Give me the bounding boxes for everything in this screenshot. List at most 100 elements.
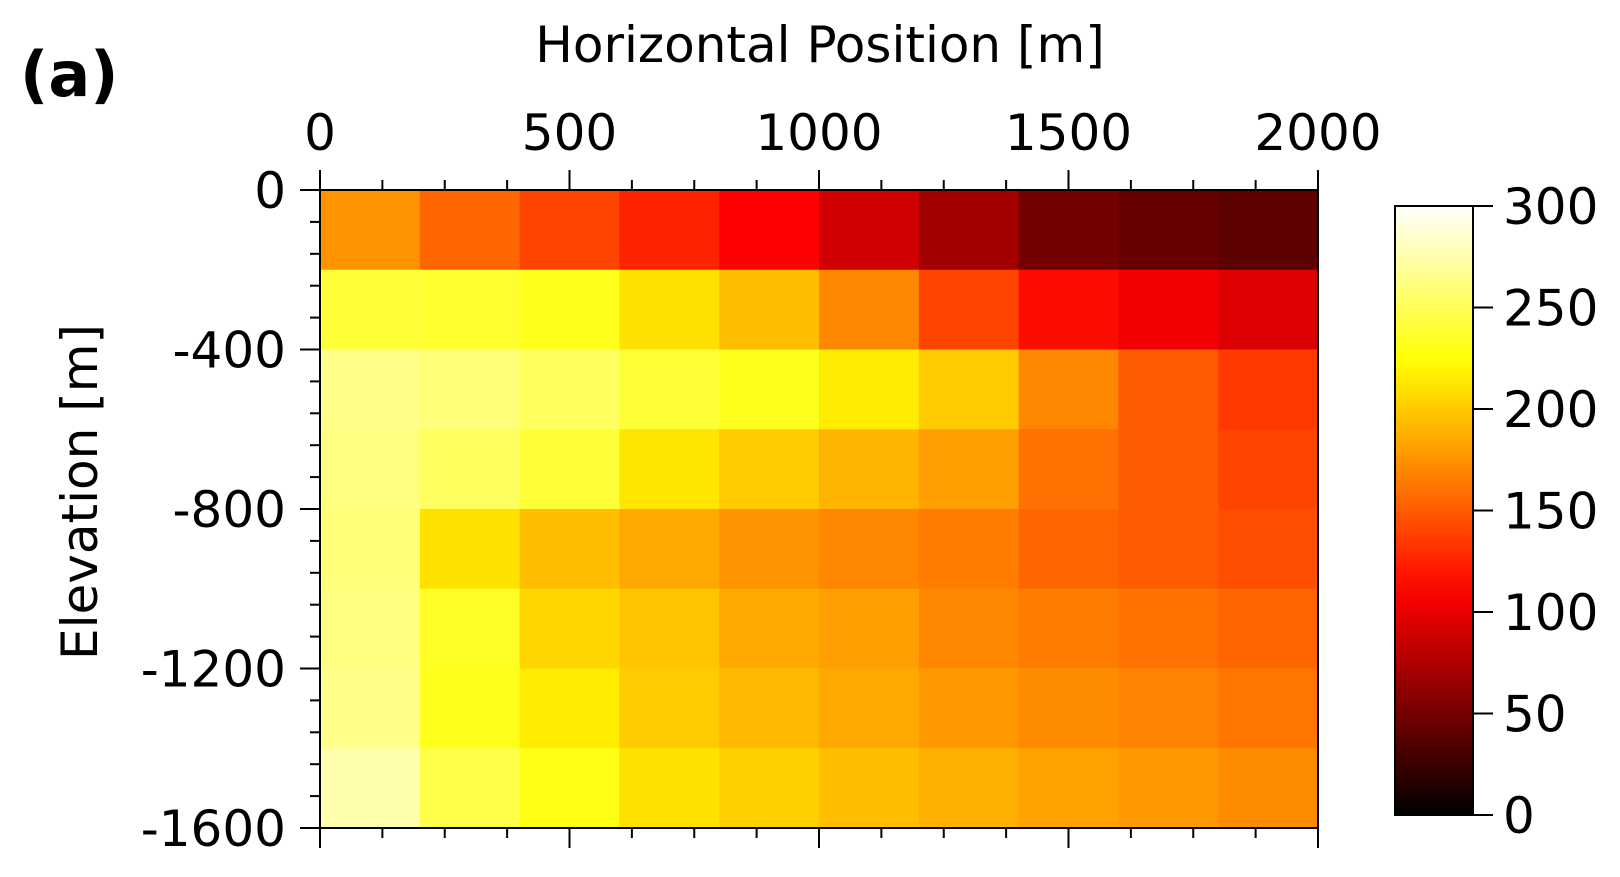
heatmap-cell [819, 269, 920, 351]
heatmap-cell [619, 190, 720, 271]
heatmap-cell [519, 588, 620, 670]
colorbar: 0 50 100 150 200 250 300 [1394, 178, 1598, 845]
heatmap-cell [1018, 190, 1119, 271]
heatmap-cell [1218, 269, 1319, 351]
heatmap-cell [1118, 349, 1219, 430]
heatmap-cell [619, 349, 720, 430]
heatmap-cell [419, 349, 521, 430]
colorbar-tick-label: 50 [1503, 686, 1567, 744]
heatmap-cell [320, 429, 421, 510]
heatmap-cell [320, 668, 421, 749]
heatmap-cell [519, 509, 620, 590]
plot-axes: 0 500 1000 1500 2000 0 -400 -800 -1200 -1600 [141, 104, 1382, 858]
heatmap-cell [719, 269, 820, 351]
heatmap-cell [320, 588, 421, 670]
y-tick-label: -800 [173, 481, 286, 539]
colorbar-tick-label: 0 [1503, 787, 1535, 845]
heatmap-cell [619, 748, 720, 829]
heatmap-cell [719, 190, 820, 271]
heatmap-cell [519, 190, 620, 271]
heatmap-cell [719, 509, 820, 590]
heatmap-cell [419, 668, 521, 749]
heatmap-cell [320, 269, 421, 351]
heatmap-cell [1218, 748, 1319, 829]
heatmap-cell [320, 190, 421, 271]
heatmap-cell [819, 588, 920, 670]
heatmap-cell [918, 269, 1020, 351]
colorbar-tick-label: 200 [1503, 381, 1598, 439]
heatmap-cell [1018, 509, 1119, 590]
colorbar-gradient [1394, 205, 1474, 816]
heatmap-cells [320, 190, 1319, 829]
heatmap-cell [1018, 588, 1119, 670]
heatmap-cell [819, 429, 920, 510]
x-tick-label: 500 [522, 104, 617, 162]
heatmap-cell [918, 748, 1020, 829]
heatmap-cell [719, 748, 820, 829]
heatmap-cell [719, 588, 820, 670]
heatmap-cell [1118, 269, 1219, 351]
heatmap-cell [819, 748, 920, 829]
heatmap-cell [519, 748, 620, 829]
heatmap-cell [719, 429, 820, 510]
heatmap-cell [619, 509, 720, 590]
heatmap-cell [519, 349, 620, 430]
heatmap-cell [419, 269, 521, 351]
heatmap-cell [519, 269, 620, 351]
heatmap-cell [918, 668, 1020, 749]
heatmap-cell [819, 190, 920, 271]
heatmap-cell [419, 748, 521, 829]
heatmap-cell [1118, 509, 1219, 590]
heatmap-cell [519, 668, 620, 749]
x-tick-label: 2000 [1254, 104, 1381, 162]
heatmap-cell [1218, 509, 1319, 590]
heatmap-cell [320, 509, 421, 590]
heatmap-cell [719, 349, 820, 430]
colorbar-tick-label: 250 [1503, 280, 1598, 338]
heatmap-cell [918, 429, 1020, 510]
heatmap-cell [918, 190, 1020, 271]
heatmap-cell [619, 429, 720, 510]
heatmap-cell [619, 269, 720, 351]
heatmap-cell [1218, 588, 1319, 670]
y-tick-label: -1600 [141, 800, 286, 858]
heatmap-cell [1118, 668, 1219, 749]
heatmap-cell [1018, 429, 1119, 510]
x-tick-label: 1000 [755, 104, 882, 162]
heatmap-cell [918, 588, 1020, 670]
heatmap-cell [1118, 588, 1219, 670]
heatmap-cell [419, 190, 521, 271]
heatmap-cell [519, 429, 620, 510]
heatmap-cell [1018, 668, 1119, 749]
heatmap-cell [619, 668, 720, 749]
heatmap-cell [320, 349, 421, 430]
colorbar-tick-label: 100 [1503, 584, 1598, 642]
heatmap-cell [819, 349, 920, 430]
heatmap-cell [1218, 190, 1319, 271]
colorbar-tick-label: 300 [1503, 178, 1598, 236]
heatmap-cell [918, 509, 1020, 590]
heatmap-cell [1118, 429, 1219, 510]
heatmap-cell [819, 509, 920, 590]
y-axis-title: Elevation [m] [51, 324, 109, 660]
y-tick-label: -400 [173, 322, 286, 380]
heatmap-cell [419, 588, 521, 670]
colorbar-tick-label: 150 [1503, 483, 1598, 541]
heatmap-cell [1118, 190, 1219, 271]
heatmap-cell [918, 349, 1020, 430]
y-tick-label: -1200 [141, 641, 286, 699]
heatmap-cell [1018, 349, 1119, 430]
heatmap-cell [1218, 668, 1319, 749]
heatmap-cell [419, 429, 521, 510]
x-tick-label: 1500 [1005, 104, 1132, 162]
y-tick-label: 0 [254, 162, 286, 220]
x-axis-title: Horizontal Position [m] [535, 16, 1104, 74]
heatmap-cell [619, 588, 720, 670]
heatmap-cell [819, 668, 920, 749]
heatmap-cell [1018, 269, 1119, 351]
panel-label: (a) [20, 38, 119, 111]
heatmap-cell [320, 748, 421, 829]
heatmap-cell [1018, 748, 1119, 829]
heatmap-cell [1218, 429, 1319, 510]
